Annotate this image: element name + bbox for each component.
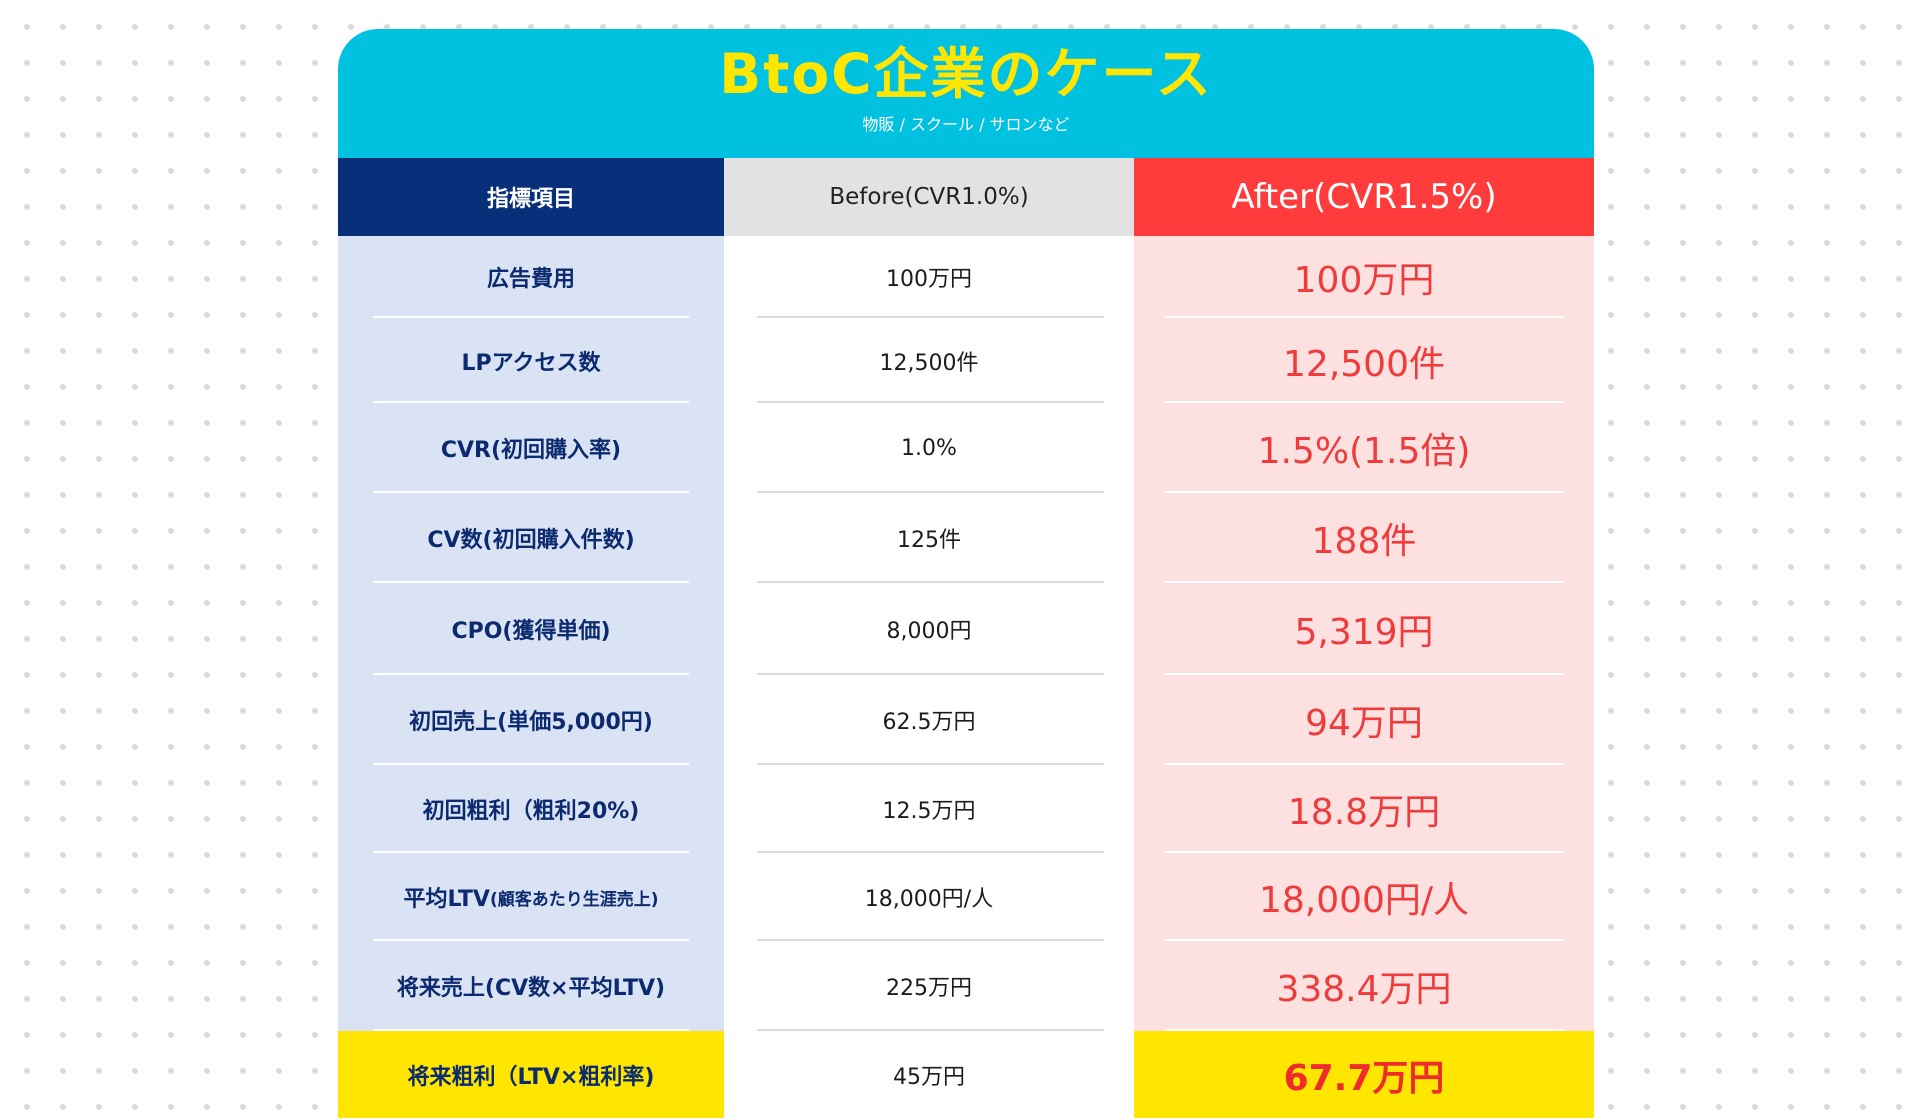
after-value: 12,500件 [1134,318,1594,403]
metric-label: 初回粗利（粗利20%) [338,765,724,853]
metric-label: 初回売上(単価5,000円) [338,675,724,765]
metric-label-text: 広告費用 [486,267,575,292]
before-header: Before(CVR1.0%) [724,158,1134,236]
before-value: 45万円 [724,1031,1134,1118]
metric-label: CVR(初回購入率) [338,403,724,493]
metric-label: 平均LTV (顧客あたり生涯売上) [338,853,724,941]
after-value: 94万円 [1134,675,1594,765]
metric-label: 広告費用 [338,236,724,318]
after-value: 1.5%(1.5倍) [1134,403,1594,493]
metric-label: CPO(獲得単価) [338,583,724,675]
before-column: Before(CVR1.0%) 100万円 12,500件 1.0% 125件 8,00… [724,158,1134,1118]
metric-header: 指標項目 [338,158,724,236]
before-value: 12.5万円 [724,765,1134,853]
after-value: 188件 [1134,493,1594,583]
metric-label-text: CPO(獲得単価) [451,619,611,644]
metric-column: 指標項目 広告費用 LPアクセス数 CVR(初回購入率) CV数(初回購入件数) CPO… [338,158,724,1118]
metric-label-text: 初回粗利（粗利20%) [422,799,640,824]
after-header: After(CVR1.5%) [1134,158,1594,236]
metric-label-text: 平均LTV [403,887,490,912]
metric-label: CV数(初回購入件数) [338,493,724,583]
comparison-table: 指標項目 広告費用 LPアクセス数 CVR(初回購入率) CV数(初回購入件数) CPO… [338,158,1594,1118]
comparison-card: BtoC企業のケース 物販 / スクール / サロンなど 指標項目 広告費用 LP… [338,29,1594,1120]
before-value: 18,000円/人 [724,853,1134,941]
after-value: 18.8万円 [1134,765,1594,853]
metric-label-text: CV数(初回購入件数) [427,528,635,553]
case-subtitle: 物販 / スクール / サロンなど [862,115,1070,134]
after-value: 18,000円/人 [1134,853,1594,941]
before-value: 62.5万円 [724,675,1134,765]
before-value: 100万円 [724,236,1134,318]
case-banner: BtoC企業のケース 物販 / スクール / サロンなど [338,29,1594,158]
after-value: 5,319円 [1134,583,1594,675]
metric-label-text: CVR(初回購入率) [440,438,622,463]
after-value: 338.4万円 [1134,941,1594,1031]
before-value: 125件 [724,493,1134,583]
metric-label: LPアクセス数 [338,318,724,403]
metric-label-text: 初回売上(単価5,000円) [409,710,653,735]
before-value: 1.0% [724,403,1134,493]
after-value: 100万円 [1134,236,1594,318]
metric-label-text: 将来粗利（LTV×粗利率) [407,1064,655,1090]
before-value: 225万円 [724,941,1134,1031]
case-title: BtoC企業のケース [719,42,1213,106]
before-value: 8,000円 [724,583,1134,675]
metric-label-text: LPアクセス数 [461,350,601,376]
after-value: 67.7万円 [1134,1031,1594,1118]
metric-label-note: (顧客あたり生涯売上) [489,889,659,910]
after-column: After(CVR1.5%) 100万円 12,500件 1.5%(1.5倍) 188… [1134,158,1594,1118]
metric-label: 将来売上(CV数×平均LTV) [338,941,724,1031]
metric-label-text: 将来売上(CV数×平均LTV) [396,976,666,1001]
before-value: 12,500件 [724,318,1134,403]
metric-label: 将来粗利（LTV×粗利率) [338,1031,724,1118]
